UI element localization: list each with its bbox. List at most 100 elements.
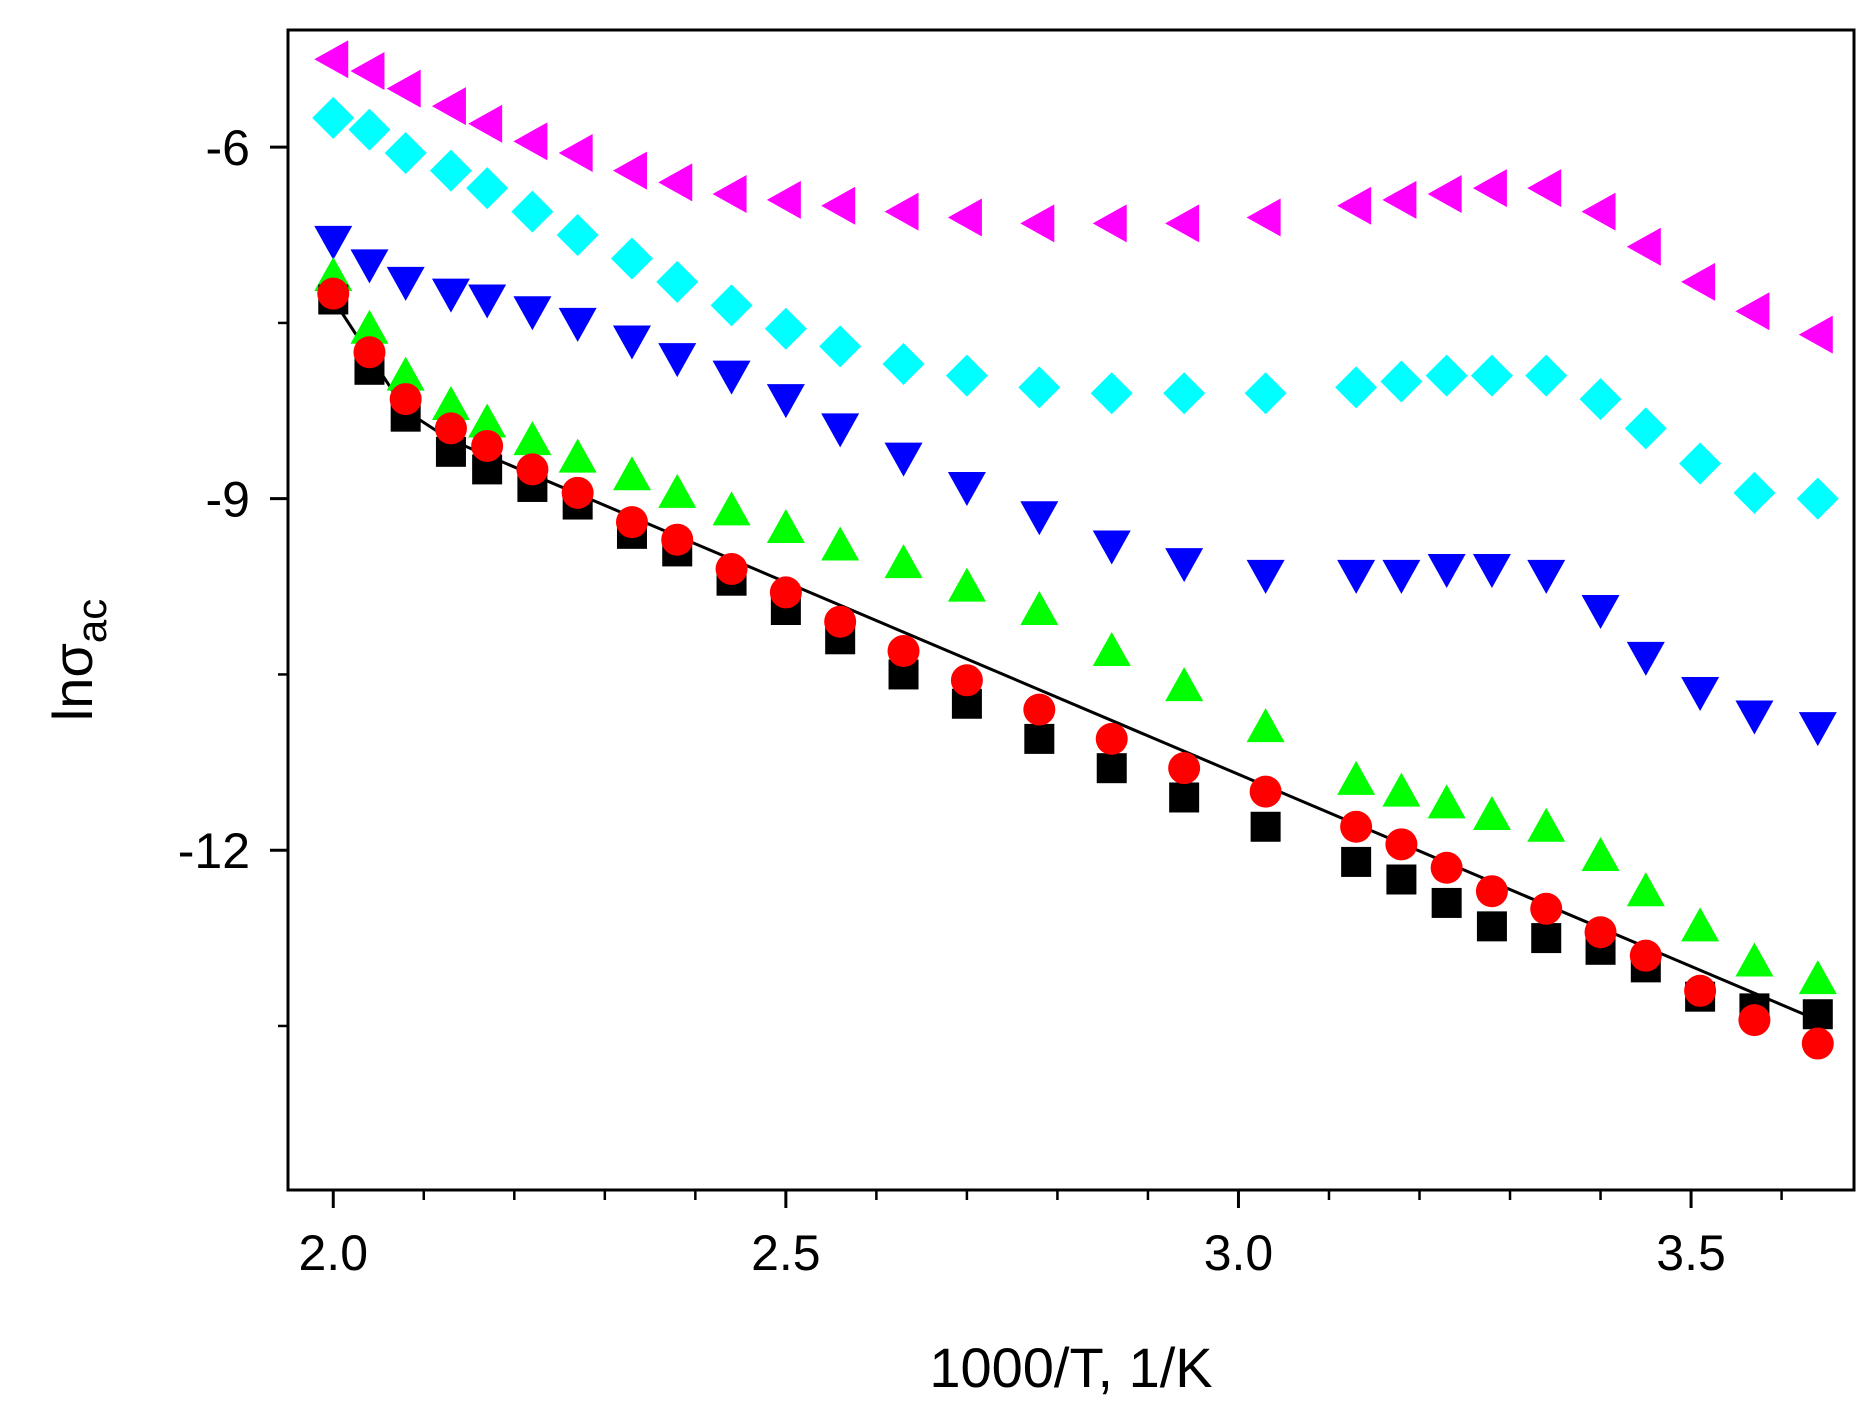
y-tick-label: -6 xyxy=(206,120,250,176)
data-point-triangle-left xyxy=(1527,169,1562,208)
data-point-circle xyxy=(1684,974,1717,1007)
data-point-triangle-left xyxy=(1626,227,1661,266)
data-point-triangle-left xyxy=(947,198,982,237)
data-point-circle xyxy=(1023,693,1056,726)
data-point-triangle-up xyxy=(1472,796,1511,831)
data-point-circle xyxy=(1385,828,1418,861)
data-point-diamond xyxy=(511,190,554,233)
data-point-circle xyxy=(561,476,594,509)
data-point-circle xyxy=(516,453,549,486)
data-point-triangle-left xyxy=(884,192,919,231)
data-point-triangle-down xyxy=(712,360,751,395)
data-point-diamond xyxy=(1579,378,1622,421)
data-point-square xyxy=(1250,811,1281,842)
data-point-triangle-up xyxy=(1581,837,1620,872)
data-point-triangle-left xyxy=(558,134,593,173)
data-point-square xyxy=(1476,911,1507,942)
data-point-triangle-left xyxy=(1246,198,1281,237)
data-point-diamond xyxy=(1679,442,1722,485)
data-point-circle xyxy=(950,664,983,697)
data-point-triangle-down xyxy=(1735,700,1774,735)
data-point-triangle-up xyxy=(1337,760,1376,795)
data-point-triangle-left xyxy=(350,52,385,91)
data-point-triangle-left xyxy=(1681,262,1716,301)
data-point-triangle-up xyxy=(1427,784,1466,819)
data-point-diamond xyxy=(710,284,753,327)
data-point-triangle-down xyxy=(1020,501,1059,536)
x-tick-label: 2.0 xyxy=(299,1225,369,1281)
data-point-circle xyxy=(1584,916,1617,949)
data-point-triangle-left xyxy=(1427,175,1462,214)
data-point-triangle-left xyxy=(1581,192,1616,231)
data-point-triangle-left xyxy=(1337,186,1372,225)
data-point-triangle-up xyxy=(1246,708,1285,743)
data-point-triangle-up xyxy=(513,421,552,456)
data-point-triangle-down xyxy=(431,278,470,313)
data-point-circle xyxy=(1629,939,1662,972)
data-point-circle xyxy=(1430,851,1463,884)
y-axis-title-base: lnσ xyxy=(41,643,104,721)
data-point-triangle-up xyxy=(1735,942,1774,977)
data-point-triangle-left xyxy=(431,87,466,126)
data-point-square xyxy=(1531,923,1562,954)
data-point-triangle-up xyxy=(1165,667,1204,702)
data-point-triangle-down xyxy=(1092,530,1131,565)
data-point-triangle-up xyxy=(612,456,651,491)
data-point-circle xyxy=(615,506,648,539)
data-point-diamond xyxy=(1525,354,1568,397)
data-point-triangle-up xyxy=(884,544,923,579)
y-axis-ticks: -6 -9 -12 xyxy=(178,120,288,1028)
data-point-triangle-down xyxy=(1246,559,1285,594)
data-point-diamond xyxy=(656,260,699,303)
y-axis-title-subscript: ac xyxy=(68,599,115,643)
x-tick-label: 3.5 xyxy=(1656,1225,1726,1281)
data-point-triangle-left xyxy=(386,69,421,108)
data-point-triangle-down xyxy=(1337,559,1376,594)
data-point-triangle-up xyxy=(386,356,425,391)
data-point-circle xyxy=(1095,722,1128,755)
data-point-diamond xyxy=(384,132,427,175)
data-point-triangle-up xyxy=(1527,807,1566,842)
data-point-triangle-down xyxy=(1581,595,1620,629)
x-axis-title: 1000/T, 1/K xyxy=(929,1336,1212,1399)
data-point-circle xyxy=(1475,875,1508,908)
data-point-diamond xyxy=(1335,366,1378,409)
plot-area xyxy=(286,28,1856,1192)
data-point-circle xyxy=(1340,810,1373,843)
data-point-diamond xyxy=(1425,354,1468,397)
data-point-triangle-left xyxy=(658,163,693,202)
data-point-square xyxy=(1386,864,1417,895)
data-point-triangle-left xyxy=(821,186,856,225)
data-point-square xyxy=(1802,999,1833,1030)
data-point-diamond xyxy=(882,342,925,385)
y-tick-label: -9 xyxy=(206,472,250,528)
data-point-square xyxy=(1096,753,1127,784)
y-axis-title: lnσac xyxy=(41,599,115,722)
data-point-triangle-down xyxy=(1626,641,1665,676)
y-tick-label: -12 xyxy=(178,823,250,879)
data-point-diamond xyxy=(466,167,509,210)
data-point-diamond xyxy=(1624,407,1667,450)
data-point-triangle-down xyxy=(1382,559,1421,594)
data-point-triangle-down xyxy=(1472,553,1511,588)
data-point-triangle-left xyxy=(1798,315,1833,354)
data-point-circle xyxy=(1168,752,1201,785)
data-point-triangle-left xyxy=(1020,204,1055,243)
data-point-triangle-up xyxy=(947,567,986,602)
data-point-circle xyxy=(661,523,694,556)
data-point-square xyxy=(1431,887,1462,918)
data-point-square xyxy=(1169,782,1200,813)
data-point-triangle-down xyxy=(350,249,389,284)
data-point-triangle-down xyxy=(1527,559,1566,594)
data-point-circle xyxy=(1249,775,1282,808)
data-point-triangle-left xyxy=(314,40,349,79)
data-point-triangle-up xyxy=(1382,772,1421,807)
data-point-diamond xyxy=(1470,354,1513,397)
data-point-diamond xyxy=(1090,372,1133,415)
data-point-triangle-up xyxy=(1020,591,1059,625)
data-point-triangle-left xyxy=(712,175,747,214)
data-point-triangle-left xyxy=(468,104,503,143)
data-point-diamond xyxy=(556,214,599,257)
data-point-circle xyxy=(769,576,802,609)
